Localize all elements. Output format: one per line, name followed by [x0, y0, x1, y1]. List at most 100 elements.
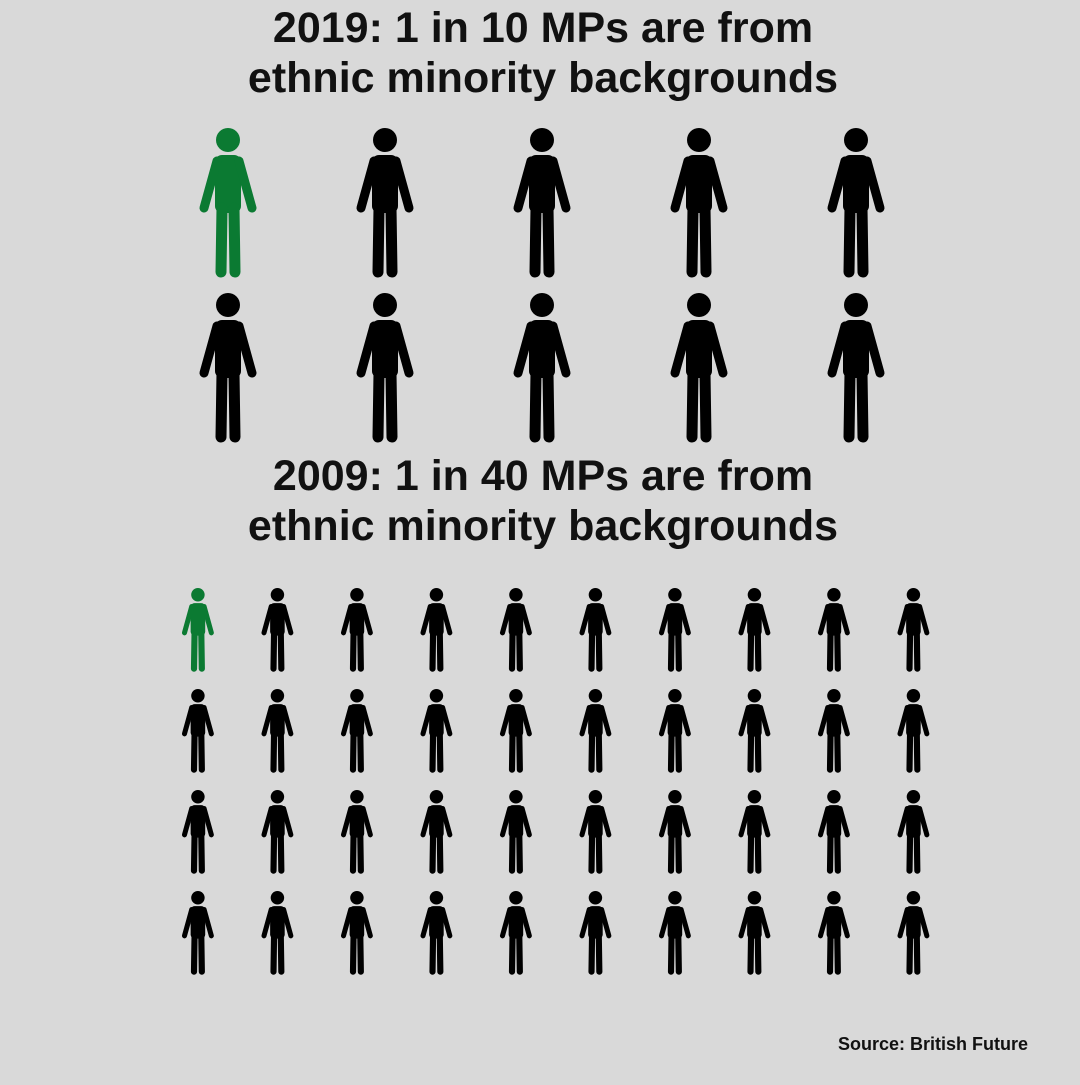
- icon-torso: [843, 320, 869, 378]
- icon-head: [906, 891, 921, 905]
- person-icon: [738, 790, 771, 874]
- icon-leg: [429, 932, 437, 975]
- icon-torso: [215, 320, 241, 378]
- person-icon: [513, 128, 571, 278]
- icon-arm: [281, 704, 294, 737]
- icon-leg: [198, 932, 205, 975]
- icon-leg: [372, 202, 385, 278]
- icon-leg: [429, 730, 437, 773]
- icon-head: [429, 689, 444, 703]
- person-icon: [738, 689, 771, 773]
- icon-leg: [190, 831, 198, 874]
- icon-torso: [826, 805, 842, 838]
- icon-arm: [897, 906, 910, 939]
- icon-leg: [190, 629, 198, 672]
- icon-torso: [215, 155, 241, 213]
- icon-leg: [529, 202, 542, 278]
- icon-leg: [686, 202, 699, 278]
- icon-leg: [843, 202, 856, 278]
- person-icon: [261, 790, 294, 874]
- icon-torso: [270, 906, 285, 939]
- icon-arm: [340, 603, 354, 636]
- icon-head: [827, 588, 841, 602]
- icon-leg: [906, 831, 914, 874]
- icon-head: [270, 891, 285, 905]
- icon-torso: [529, 155, 555, 213]
- icon-leg: [357, 831, 364, 874]
- icon-leg: [826, 730, 834, 773]
- icon-torso: [372, 155, 398, 213]
- icon-leg: [349, 730, 357, 773]
- icon-leg: [516, 629, 523, 672]
- icon-arm: [837, 603, 850, 636]
- icon-leg: [508, 831, 516, 874]
- person-icon: [827, 293, 885, 443]
- icon-arm: [499, 704, 513, 737]
- icon-head: [588, 689, 603, 703]
- icon-arm: [420, 603, 433, 636]
- icon-leg: [508, 629, 516, 672]
- person-icon: [340, 588, 373, 672]
- icon-arm: [678, 704, 691, 737]
- icon-arm: [738, 805, 751, 838]
- person-icon: [181, 790, 214, 874]
- icon-leg: [595, 831, 603, 874]
- icon-torso: [508, 805, 524, 838]
- icon-torso: [686, 320, 712, 378]
- icon-head: [350, 891, 364, 905]
- icon-arm: [599, 704, 612, 737]
- person-icon: [658, 891, 691, 975]
- person-icon: [261, 891, 294, 975]
- icon-leg: [270, 629, 278, 672]
- person-icon: [579, 588, 612, 672]
- icon-torso: [588, 906, 603, 939]
- icon-arm: [705, 321, 728, 378]
- icon-arm: [758, 603, 771, 636]
- icon-leg: [436, 831, 444, 874]
- person-icon: [261, 588, 294, 672]
- icon-arm: [340, 906, 354, 939]
- icon-torso: [508, 704, 524, 737]
- icon-arm: [862, 156, 885, 213]
- icon-arm: [199, 321, 222, 378]
- icon-torso: [906, 805, 921, 838]
- icon-head: [687, 128, 711, 152]
- person-icon: [897, 689, 930, 773]
- person-icon: [181, 588, 214, 672]
- icon-torso: [747, 704, 762, 737]
- icon-arm: [758, 805, 771, 838]
- icon-arm: [817, 906, 831, 939]
- icon-leg: [754, 629, 762, 672]
- person-icon: [356, 128, 414, 278]
- icon-torso: [429, 805, 444, 838]
- person-icon: [897, 891, 930, 975]
- person-icon: [356, 293, 414, 443]
- icon-arm: [658, 906, 672, 939]
- icon-torso: [429, 603, 444, 636]
- icon-arm: [340, 704, 354, 737]
- icon-leg: [906, 629, 914, 672]
- icon-leg: [385, 367, 398, 443]
- icon-leg: [277, 730, 285, 773]
- icon-torso: [588, 805, 603, 838]
- icon-head: [668, 891, 682, 905]
- icon-leg: [675, 932, 682, 975]
- icon-head: [191, 790, 205, 804]
- icon-leg: [856, 367, 869, 443]
- icon-torso: [349, 906, 365, 939]
- icon-leg: [834, 831, 841, 874]
- icon-arm: [181, 603, 195, 636]
- icon-head: [350, 790, 364, 804]
- icon-head: [270, 790, 285, 804]
- icon-torso: [686, 155, 712, 213]
- icon-arm: [261, 906, 274, 939]
- person-icon: [897, 588, 930, 672]
- icon-torso: [429, 704, 444, 737]
- icon-arm: [658, 805, 672, 838]
- icon-head: [747, 588, 762, 602]
- icon-arm: [738, 906, 751, 939]
- icon-leg: [349, 932, 357, 975]
- person-icon: [340, 790, 373, 874]
- icon-torso: [667, 805, 683, 838]
- icon-head: [350, 689, 364, 703]
